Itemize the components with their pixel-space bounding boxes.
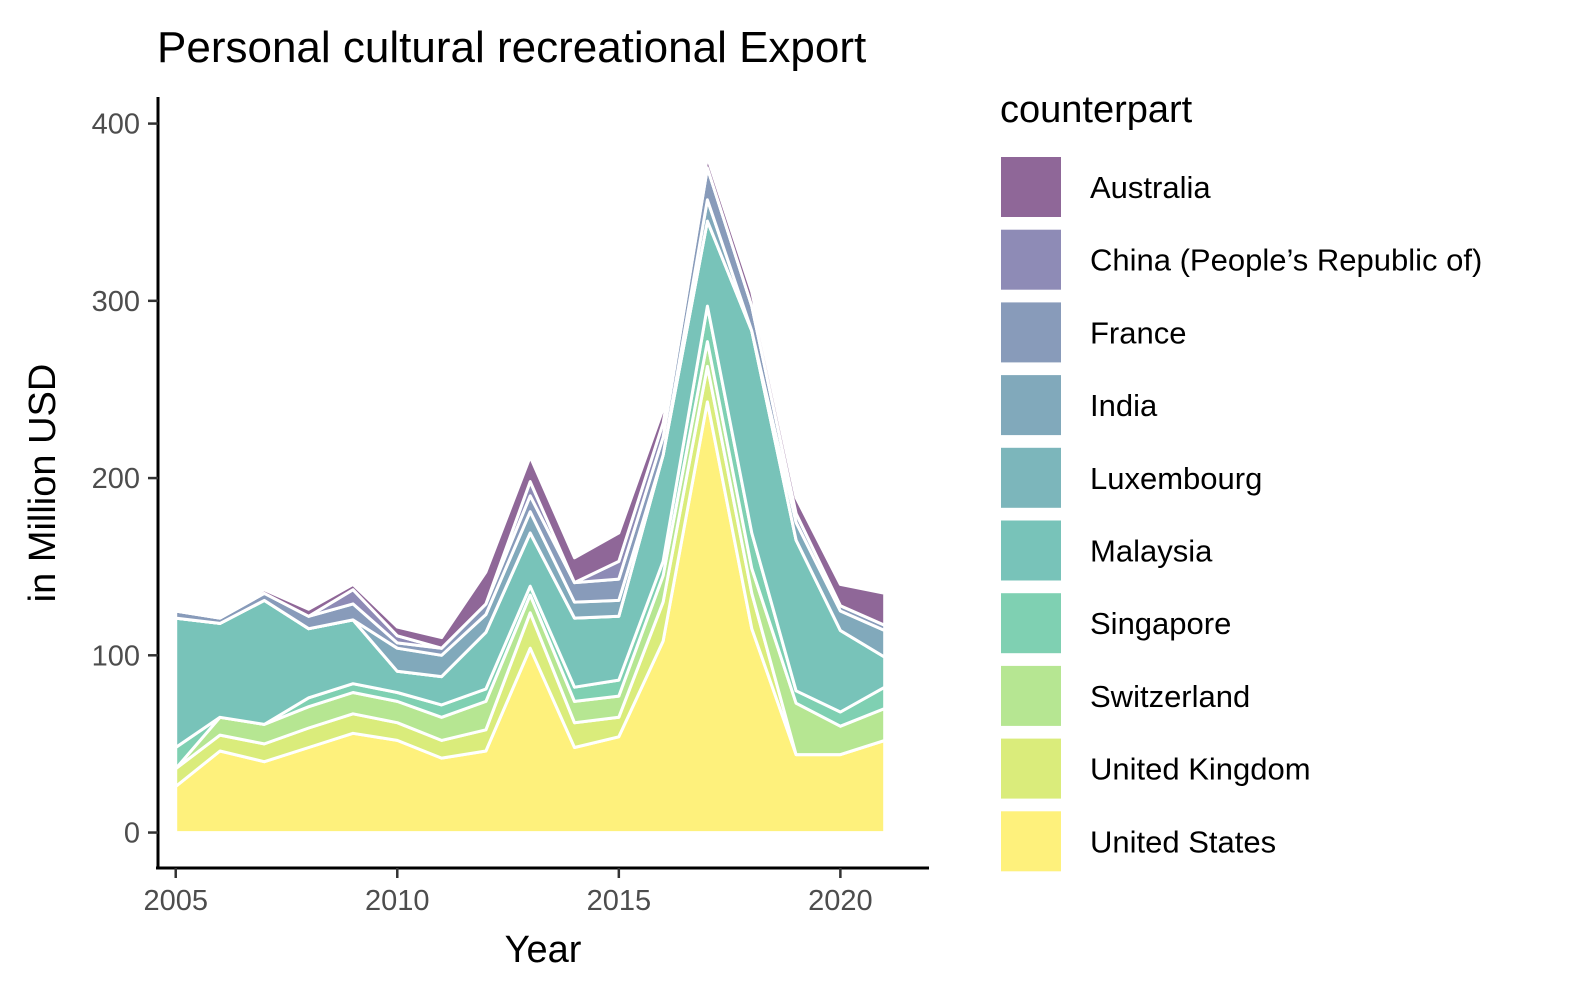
legend-item-france: France — [999, 300, 1186, 365]
legend-item-united-kingdom: United Kingdom — [999, 736, 1311, 801]
legend-swatch — [999, 809, 1063, 874]
legend-label: United States — [1090, 824, 1276, 859]
x-axis-ticks: 2005 2010 2015 2020 — [143, 868, 873, 917]
legend-swatch — [999, 663, 1063, 728]
x-tick-label: 2010 — [365, 885, 430, 917]
legend-swatch — [999, 373, 1063, 438]
legend-item-india: India — [999, 373, 1158, 438]
legend-swatch — [999, 300, 1063, 365]
y-tick-label: 400 — [92, 109, 140, 141]
area-australia — [174, 155, 887, 650]
y-tick-label: 200 — [92, 463, 140, 495]
legend-label: India — [1090, 388, 1158, 423]
x-tick-label: 2020 — [808, 885, 873, 917]
legend-swatch — [999, 155, 1063, 219]
legend-swatch — [999, 445, 1063, 510]
legend-item-malaysia: Malaysia — [999, 518, 1213, 583]
area-layers — [174, 155, 887, 835]
legend-item-china-people-s-republic-of: China (People’s Republic of) — [999, 227, 1482, 292]
x-axis-title: Year — [505, 929, 582, 971]
legend-item-australia: Australia — [999, 155, 1211, 219]
legend-item-united-states: United States — [999, 809, 1276, 874]
legend-label: China (People’s Republic of) — [1090, 243, 1482, 278]
legend: counterpart Australia China (People’s Rep… — [999, 89, 1482, 874]
legend-item-switzerland: Switzerland — [999, 663, 1250, 728]
legend-label: Luxembourg — [1090, 461, 1262, 496]
y-axis-ticks: 0 100 200 300 400 — [92, 109, 158, 850]
legend-swatch — [999, 227, 1063, 292]
legend-swatch — [999, 518, 1063, 583]
y-axis-title: in Million USD — [22, 364, 64, 603]
x-tick-label: 2015 — [587, 885, 652, 917]
y-tick-label: 100 — [92, 640, 140, 672]
chart-title: Personal cultural recreational Export — [157, 23, 866, 72]
legend-label: Singapore — [1090, 606, 1231, 641]
legend-item-luxembourg: Luxembourg — [999, 445, 1262, 510]
legend-label: United Kingdom — [1090, 752, 1311, 787]
x-tick-label: 2005 — [143, 885, 208, 917]
legend-swatch — [999, 736, 1063, 801]
legend-title: counterpart — [1000, 89, 1193, 131]
y-tick-label: 0 — [124, 818, 140, 850]
legend-label: Switzerland — [1090, 679, 1250, 714]
legend-label: France — [1090, 315, 1186, 350]
legend-label: Malaysia — [1090, 534, 1213, 569]
legend-label: Australia — [1090, 170, 1211, 205]
legend-swatch — [999, 591, 1063, 656]
legend-item-singapore: Singapore — [999, 591, 1231, 656]
y-tick-label: 300 — [92, 286, 140, 318]
